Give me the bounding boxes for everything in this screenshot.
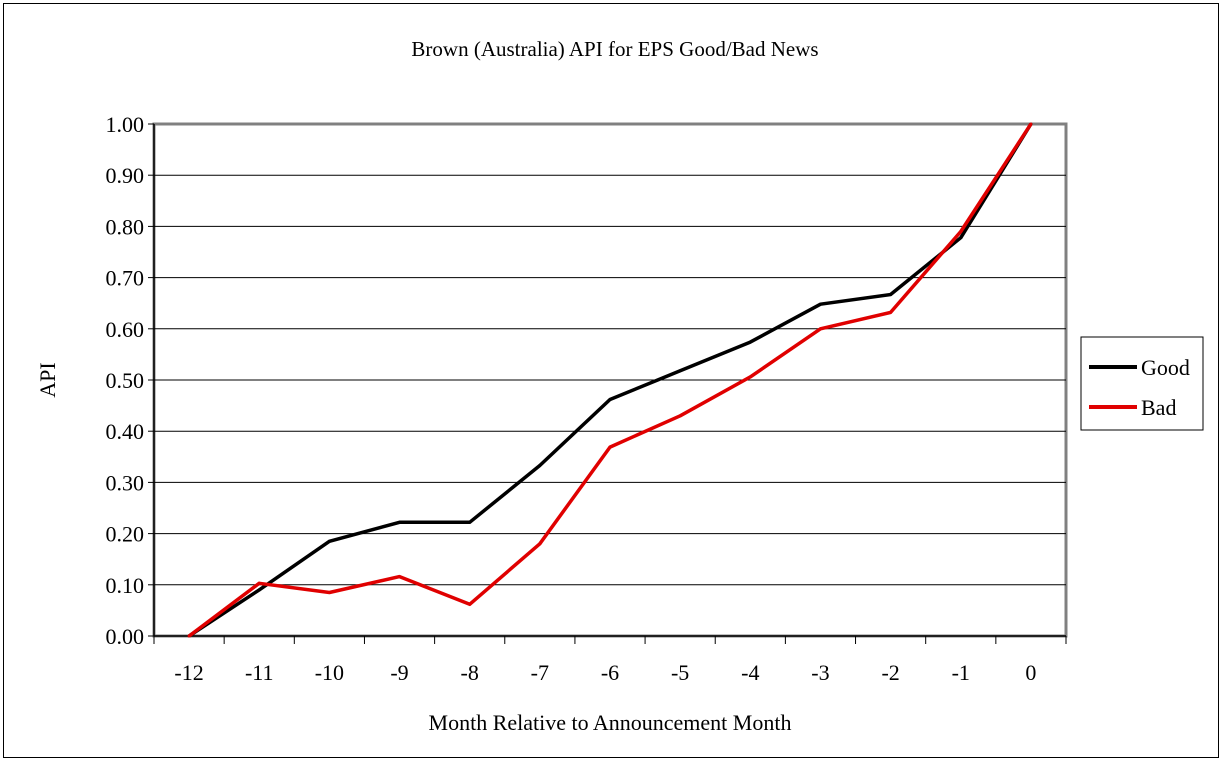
data-point-bad	[608, 445, 612, 449]
x-tick-label: -3	[811, 660, 829, 685]
data-point-bad	[1029, 122, 1033, 126]
data-point-good	[818, 302, 822, 306]
y-tick-label: 0.90	[106, 163, 145, 188]
series-lines	[187, 122, 1033, 638]
data-point-good	[889, 292, 893, 296]
data-point-bad	[257, 581, 261, 585]
data-point-good	[748, 340, 752, 344]
data-point-bad	[468, 602, 472, 606]
legend-label-good: Good	[1141, 355, 1190, 380]
y-tick-label: 0.20	[106, 522, 145, 547]
x-tick-label: -12	[174, 660, 203, 685]
line-chart: Brown (Australia) API for EPS Good/Bad N…	[35, 37, 1204, 735]
axes: 0.00 0.10 0.20 0.30 0.40 0.50 0.60 0.70 0.80 0.90…	[106, 112, 1067, 685]
data-point-bad	[538, 542, 542, 546]
x-tick-label: -11	[245, 660, 274, 685]
data-point-bad	[959, 230, 963, 234]
data-point-good	[468, 520, 472, 524]
y-tick-label: 0.10	[106, 573, 145, 598]
x-tick-label: -4	[741, 660, 759, 685]
x-tick-label: -2	[881, 660, 899, 685]
data-point-good	[257, 588, 261, 592]
chart-title: Brown (Australia) API for EPS Good/Bad N…	[411, 37, 818, 61]
x-tick-label: -6	[601, 660, 619, 685]
data-point-bad	[398, 575, 402, 579]
y-axis-label: API	[35, 362, 60, 397]
data-point-good	[678, 369, 682, 373]
data-point-bad	[327, 590, 331, 594]
data-point-bad	[818, 327, 822, 331]
data-point-good	[398, 520, 402, 524]
legend-entries: Good Bad	[1089, 355, 1190, 420]
y-tick-label: 0.60	[106, 317, 145, 342]
legend	[1080, 336, 1204, 431]
data-point-bad	[187, 634, 191, 638]
x-axis-label: Month Relative to Announcement Month	[429, 710, 792, 735]
data-point-good	[538, 464, 542, 468]
x-tick-label: -1	[952, 660, 970, 685]
x-tick-label: -5	[671, 660, 689, 685]
y-tick-label: 0.80	[106, 214, 145, 239]
y-tick-label: 0.70	[106, 266, 145, 291]
x-tick-label: 0	[1025, 660, 1036, 685]
x-tick-label: -7	[531, 660, 549, 685]
x-tick-label: -9	[390, 660, 408, 685]
y-tick-label: 0.00	[106, 624, 145, 649]
y-tick-label: 0.50	[106, 368, 145, 393]
data-point-bad	[889, 310, 893, 314]
data-point-good	[608, 397, 612, 401]
data-point-bad	[748, 375, 752, 379]
legend-label-bad: Bad	[1141, 395, 1176, 420]
data-point-bad	[678, 414, 682, 418]
chart-frame: Brown (Australia) API for EPS Good/Bad N…	[3, 3, 1219, 758]
y-tick-label: 1.00	[106, 112, 145, 137]
data-point-good	[959, 236, 963, 240]
y-tick-label: 0.40	[106, 419, 145, 444]
data-point-good	[327, 539, 331, 543]
y-tick-label: 0.30	[106, 470, 145, 495]
x-tick-label: -8	[461, 660, 479, 685]
x-tick-label: -10	[315, 660, 344, 685]
